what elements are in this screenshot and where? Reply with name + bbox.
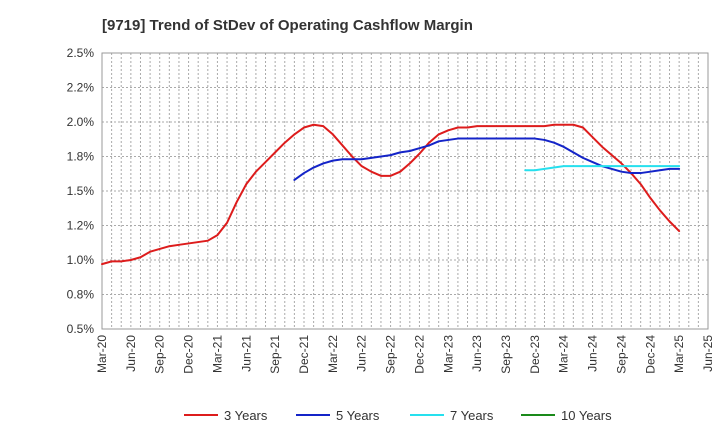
x-tick-label: Sep-24 [614, 335, 628, 374]
y-tick-label: 1.0% [67, 253, 95, 267]
y-tick-label: 2.5% [67, 46, 95, 60]
chart-title: [9719] Trend of StDev of Operating Cashf… [102, 17, 473, 34]
y-tick-label: 0.8% [67, 288, 95, 302]
x-tick-label: Dec-21 [297, 335, 311, 374]
y-tick-label: 2.2% [67, 81, 95, 95]
x-tick-label: Mar-20 [95, 335, 109, 373]
x-tick-label: Sep-21 [268, 335, 282, 374]
x-tick-label: Jun-25 [701, 335, 715, 372]
series-line-1 [101, 123, 681, 266]
x-tick-label: Mar-23 [441, 335, 455, 373]
series-lines [101, 123, 681, 266]
x-tick-label: Dec-20 [182, 335, 196, 374]
x-tick-label: Jun-22 [355, 335, 369, 372]
x-tick-label: Mar-22 [326, 335, 340, 373]
series-line-3 [524, 165, 681, 172]
legend-label: 10 Years [561, 408, 612, 423]
x-tick-label: Dec-22 [412, 335, 426, 374]
x-tick-label: Dec-24 [643, 335, 657, 374]
x-tick-label: Jun-21 [239, 335, 253, 372]
y-tick-label: 1.2% [67, 219, 95, 233]
y-tick-label: 0.5% [67, 322, 95, 336]
y-tick-label: 1.5% [67, 184, 95, 198]
legend: 3 Years 5 Years 7 Years 10 Years [184, 408, 612, 423]
legend-label: 3 Years [224, 408, 268, 423]
plot-area [101, 52, 709, 330]
y-tick-label: 2.0% [67, 115, 95, 129]
series-line-2 [293, 137, 681, 181]
x-tick-label: Sep-20 [153, 335, 167, 374]
x-tick-label: Mar-21 [210, 335, 224, 373]
x-tick-label: Jun-23 [470, 335, 484, 372]
y-axis-ticks: 2.5% 2.2% 2.0% 1.8% 1.5% 1.2% 1.0% 0.8% 0.5% [67, 46, 95, 336]
x-tick-label: Mar-24 [557, 335, 571, 373]
x-tick-label: Jun-20 [124, 335, 138, 372]
x-axis-ticks: Mar-20 Jun-20 Sep-20 Dec-20 Mar-21 Jun-21 Sep-… [95, 335, 715, 374]
legend-label: 5 Years [336, 408, 380, 423]
x-tick-label: Mar-25 [672, 335, 686, 373]
x-tick-label: Jun-24 [586, 335, 600, 372]
x-tick-label: Sep-23 [499, 335, 513, 374]
x-tick-label: Sep-22 [384, 335, 398, 374]
grid [102, 53, 708, 329]
x-tick-label: Dec-23 [528, 335, 542, 374]
legend-label: 7 Years [450, 408, 494, 423]
y-tick-label: 1.8% [67, 150, 95, 164]
